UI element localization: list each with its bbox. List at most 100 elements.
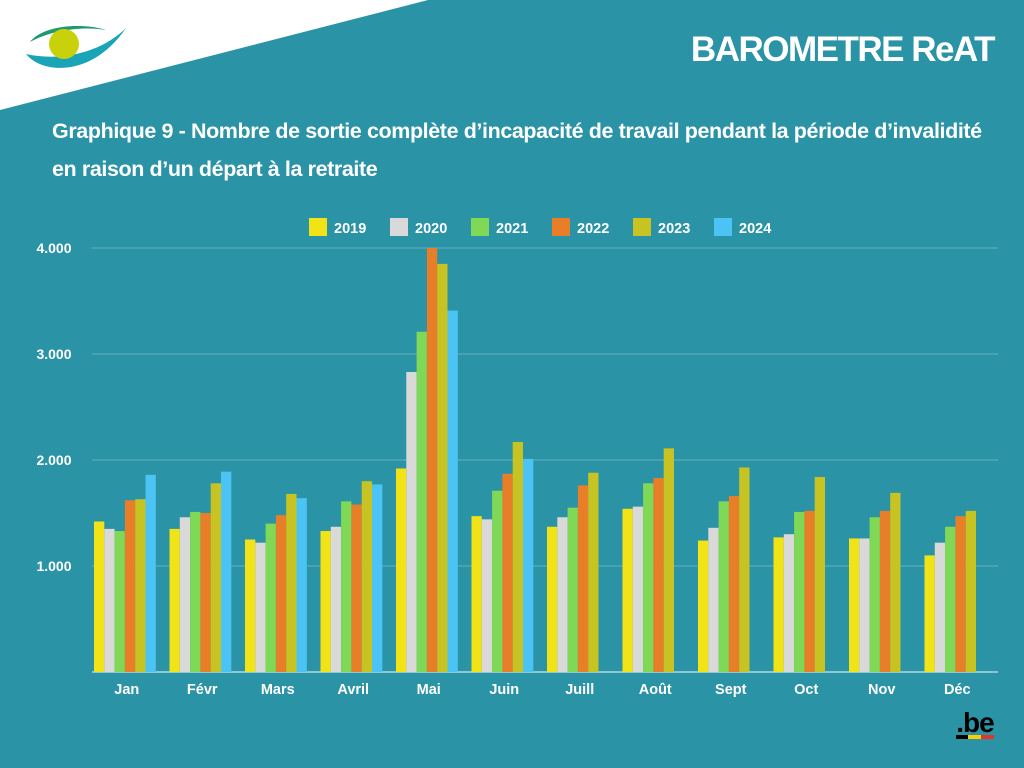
bar xyxy=(210,483,221,672)
legend-label: 2023 xyxy=(658,221,690,237)
y-tick-label: 3.000 xyxy=(36,346,71,362)
bar xyxy=(286,493,297,672)
chart-title: Graphique 9 - Nombre de sortie complète … xyxy=(52,119,982,181)
bar xyxy=(179,517,191,672)
bar xyxy=(557,517,568,672)
bar xyxy=(512,441,523,672)
bar xyxy=(523,458,534,672)
bar xyxy=(890,492,901,672)
bar xyxy=(135,499,146,672)
legend-swatch xyxy=(309,218,327,236)
legend-swatch xyxy=(390,218,408,236)
bar xyxy=(849,538,860,672)
bar xyxy=(632,506,644,672)
bar xyxy=(804,510,815,672)
be-logo: .be xyxy=(956,707,995,739)
bar xyxy=(426,248,438,672)
x-tick-label: Mai xyxy=(417,682,441,698)
bar xyxy=(406,372,417,672)
bar xyxy=(200,513,211,672)
bar xyxy=(965,510,976,672)
bar xyxy=(221,471,232,672)
legend-swatch xyxy=(714,218,732,236)
bar xyxy=(869,517,880,672)
bar xyxy=(447,310,458,672)
bar xyxy=(245,539,256,672)
legend-label: 2024 xyxy=(739,221,771,237)
bar xyxy=(924,555,935,672)
bar xyxy=(945,526,956,672)
bar xyxy=(934,542,946,672)
bar xyxy=(416,331,427,672)
bar xyxy=(396,468,407,672)
bar xyxy=(437,263,448,672)
bar xyxy=(372,484,383,672)
bar xyxy=(859,538,870,672)
bar xyxy=(663,448,674,672)
bar xyxy=(814,476,825,672)
legend-label: 2019 xyxy=(334,221,366,237)
bar xyxy=(169,528,180,672)
be-logo-text: .be xyxy=(956,707,994,738)
bar xyxy=(643,483,654,672)
brand-title: BAROMETRE ReAT xyxy=(690,30,996,69)
bar xyxy=(330,526,342,672)
bar xyxy=(718,501,729,672)
bar xyxy=(577,485,589,672)
x-tick-label: Juill xyxy=(565,682,594,698)
bar xyxy=(114,531,125,672)
bar xyxy=(794,511,805,672)
legend-label: 2020 xyxy=(415,221,447,237)
legend-swatch xyxy=(633,218,651,236)
bar xyxy=(341,501,352,672)
legend-swatch xyxy=(552,218,570,236)
bar xyxy=(955,516,966,672)
bar xyxy=(728,496,740,672)
bar xyxy=(124,500,136,672)
x-tick-label: Févr xyxy=(187,682,218,698)
bar xyxy=(879,510,891,672)
legend-label: 2021 xyxy=(496,221,528,237)
x-tick-label: Sept xyxy=(715,682,747,698)
bar xyxy=(320,531,331,672)
bar xyxy=(588,472,599,672)
bar xyxy=(739,467,750,672)
bar xyxy=(622,508,633,672)
bar xyxy=(653,478,664,672)
bar xyxy=(783,534,795,672)
bar xyxy=(492,490,503,672)
bar xyxy=(265,523,276,672)
bar xyxy=(275,515,287,672)
x-tick-label: Jan xyxy=(114,682,139,698)
bar xyxy=(361,481,372,672)
bar xyxy=(708,527,719,672)
x-tick-label: Août xyxy=(639,682,672,698)
bar xyxy=(471,516,482,672)
bar xyxy=(481,519,493,672)
x-tick-label: Oct xyxy=(794,682,818,698)
bar xyxy=(296,498,307,672)
x-tick-label: Nov xyxy=(868,682,895,698)
legend-label: 2022 xyxy=(577,221,609,237)
bar xyxy=(104,528,115,672)
bar xyxy=(773,537,784,672)
x-tick-label: Mars xyxy=(261,682,295,698)
bar xyxy=(145,474,156,672)
bar xyxy=(94,521,105,672)
y-tick-label: 4.000 xyxy=(36,240,71,256)
y-tick-label: 2.000 xyxy=(36,452,71,468)
legend-swatch xyxy=(471,218,489,236)
bar xyxy=(698,540,709,672)
bar xyxy=(502,473,513,672)
bar xyxy=(190,511,201,672)
bar xyxy=(567,507,578,672)
x-tick-label: Déc xyxy=(944,682,971,698)
y-tick-label: 1.000 xyxy=(36,558,71,574)
barometre-logo-icon xyxy=(26,22,126,68)
bar xyxy=(351,504,362,672)
x-tick-label: Avril xyxy=(337,682,369,698)
bar xyxy=(255,542,266,672)
x-tick-label: Juin xyxy=(489,682,519,698)
